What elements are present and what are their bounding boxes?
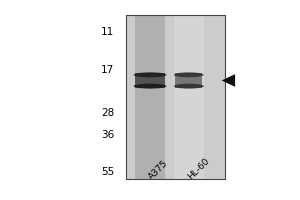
Bar — [176, 73, 202, 88]
Text: 11: 11 — [101, 27, 114, 37]
Text: HL-60: HL-60 — [186, 156, 211, 181]
Polygon shape — [222, 74, 235, 87]
Bar — [135, 73, 165, 88]
Ellipse shape — [174, 72, 204, 77]
Bar — [126, 15, 225, 179]
Text: 28: 28 — [101, 108, 114, 118]
Text: 36: 36 — [101, 130, 114, 140]
Text: A375: A375 — [147, 159, 170, 181]
Text: 55: 55 — [101, 167, 114, 177]
Ellipse shape — [174, 84, 204, 89]
Ellipse shape — [134, 72, 166, 77]
Text: 17: 17 — [101, 65, 114, 75]
Bar — [135, 15, 165, 179]
Ellipse shape — [134, 84, 166, 89]
Bar — [174, 15, 204, 179]
Bar — [126, 15, 225, 179]
